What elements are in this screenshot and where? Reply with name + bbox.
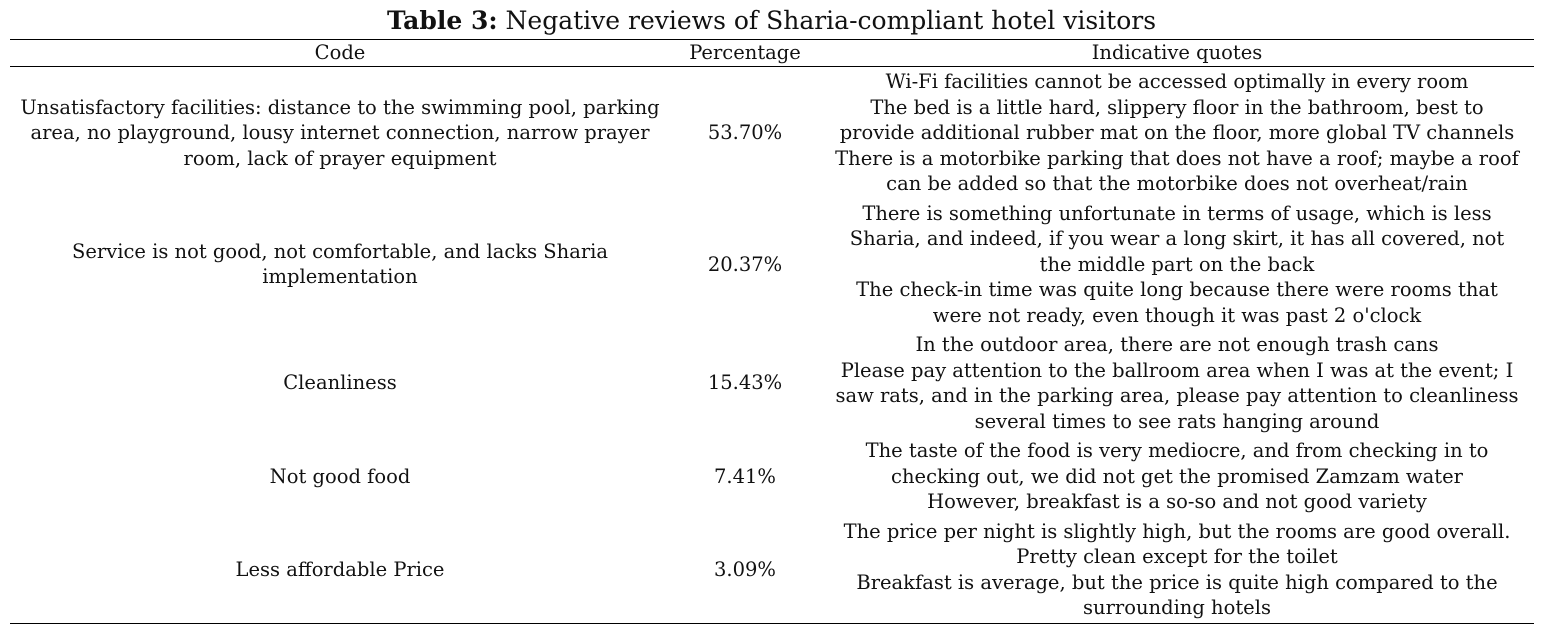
table-caption-title: Negative reviews of Sharia-compliant hot… bbox=[505, 6, 1157, 35]
code-cell: Cleanliness bbox=[283, 371, 397, 395]
quotes-cell: The taste of the food is very mediocre, … bbox=[820, 436, 1534, 517]
quote: In the outdoor area, there are not enoug… bbox=[915, 333, 1439, 356]
table-row: Service is not good, not comfortable, an… bbox=[10, 199, 1534, 331]
header-indicative-quotes: Indicative quotes bbox=[820, 39, 1534, 67]
percentage-cell: 7.41% bbox=[714, 464, 776, 488]
table-caption: Table 3: Negative reviews of Sharia-comp… bbox=[0, 6, 1543, 36]
quote: There is a motorbike parking that does n… bbox=[835, 146, 1519, 196]
percentage-cell: 20.37% bbox=[707, 252, 783, 276]
quote: The check-in time was quite long because… bbox=[856, 278, 1498, 327]
code-cell: Unsatisfactory facilities: distance to t… bbox=[20, 95, 660, 170]
quote: Please pay attention to the ballroom are… bbox=[835, 358, 1519, 433]
code-cell: Service is not good, not comfortable, an… bbox=[71, 239, 609, 289]
header-percentage: Percentage bbox=[670, 39, 820, 67]
table-row: Less affordable Price 3.09% The price pe… bbox=[10, 517, 1534, 624]
quote: The price per night is slightly high, bu… bbox=[843, 519, 1511, 569]
table-row: Cleanliness 15.43% In the outdoor area, … bbox=[10, 330, 1534, 436]
quotes-cell: There is something unfortunate in terms … bbox=[820, 199, 1534, 331]
quotes-cell: The price per night is slightly high, bu… bbox=[820, 517, 1534, 624]
code-cell: Not good food bbox=[269, 464, 411, 488]
code-cell: Less affordable Price bbox=[235, 557, 445, 581]
quote: The taste of the food is very mediocre, … bbox=[865, 439, 1489, 488]
quote: The bed is a little hard, slippery floor… bbox=[839, 95, 1515, 145]
quotes-cell: Wi-Fi facilities cannot be accessed opti… bbox=[820, 67, 1534, 199]
header-code: Code bbox=[10, 39, 670, 67]
quote: Breakfast is average, but the price is q… bbox=[856, 570, 1498, 620]
negative-reviews-table: Code Percentage Indicative quotes Unsati… bbox=[10, 39, 1534, 624]
quote: However, breakfast is a so-so and not go… bbox=[927, 490, 1427, 513]
table-header-row: Code Percentage Indicative quotes bbox=[10, 39, 1534, 67]
quote: Wi-Fi facilities cannot be accessed opti… bbox=[885, 70, 1469, 93]
table-caption-label: Table 3: bbox=[386, 6, 498, 35]
document-page: Table 3: Negative reviews of Sharia-comp… bbox=[0, 6, 1543, 624]
percentage-cell: 15.43% bbox=[707, 371, 783, 395]
table-row: Not good food 7.41% The taste of the foo… bbox=[10, 436, 1534, 517]
table-row: Unsatisfactory facilities: distance to t… bbox=[10, 67, 1534, 199]
quotes-cell: In the outdoor area, there are not enoug… bbox=[820, 330, 1534, 436]
percentage-cell: 53.70% bbox=[707, 121, 783, 144]
percentage-cell: 3.09% bbox=[714, 557, 776, 581]
quote: There is something unfortunate in terms … bbox=[849, 201, 1505, 276]
